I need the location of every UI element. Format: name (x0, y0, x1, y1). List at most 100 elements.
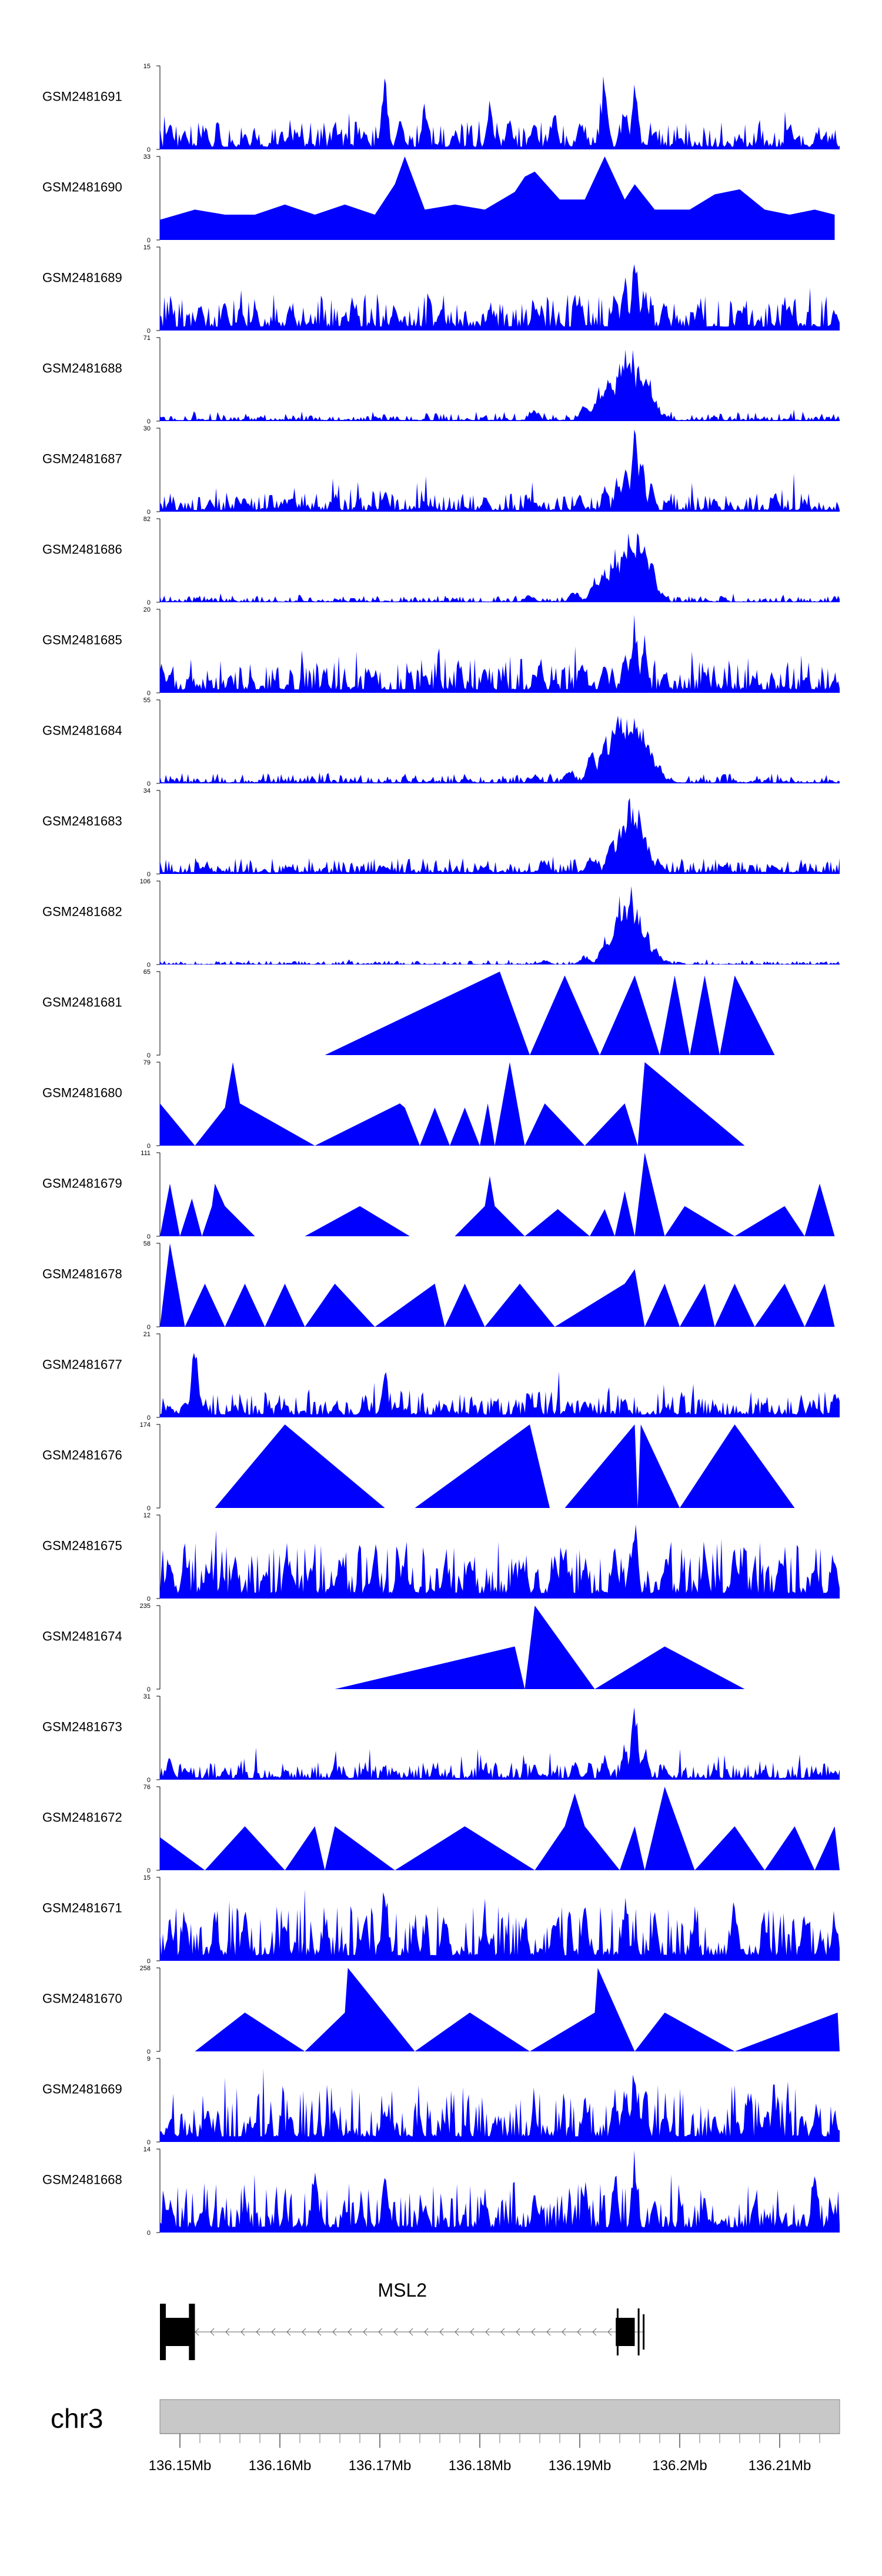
y-tick-label-max: 82 (143, 516, 151, 523)
y-tick-label-max: 15 (143, 63, 151, 70)
track-label: GSM2481680 (42, 1086, 122, 1100)
x-tick-label: 136.2Mb (652, 2458, 707, 2474)
y-tick-label-zero: 0 (147, 1414, 151, 1422)
strand-arrow (393, 2328, 398, 2336)
strand-arrow (225, 2328, 230, 2336)
gene-name: MSL2 (377, 2280, 427, 2301)
y-tick-label-max: 15 (143, 244, 151, 251)
signal-area (160, 1889, 840, 1961)
y-tick-label-zero: 0 (147, 1052, 151, 1059)
y-tick-label-zero: 0 (147, 146, 151, 154)
signal-area (160, 1153, 835, 1236)
signal-area (160, 798, 840, 874)
track-GSM2481690: GSM2481690 33 0 (42, 154, 835, 244)
y-tick-label-zero: 0 (147, 1143, 151, 1150)
gene-exon (616, 2318, 635, 2346)
signal-tracks: GSM2481691150GSM2481690330GSM2481689150G… (42, 63, 840, 2237)
y-tick-label-max: 31 (143, 1693, 151, 1700)
y-tick-label-zero: 0 (147, 1505, 151, 1512)
track-label: GSM2481675 (42, 1539, 122, 1553)
gene-track: MSL2 (160, 2280, 645, 2360)
y-tick-label-max: 71 (143, 335, 151, 342)
y-tick-label-zero: 0 (147, 1777, 151, 1784)
strand-arrow (577, 2328, 582, 2336)
y-tick-label-max: 20 (143, 606, 151, 613)
strand-arrow (332, 2328, 337, 2336)
signal-area (195, 1968, 840, 2051)
signal-area (160, 1524, 840, 1599)
strand-arrow (455, 2328, 459, 2336)
track-GSM2481686: GSM2481686 82 0 (42, 516, 840, 606)
strand-arrow (562, 2328, 566, 2336)
track-label: GSM2481684 (42, 723, 122, 738)
gene-exon (189, 2304, 195, 2360)
track-GSM2481689: GSM2481689 15 0 (42, 244, 840, 335)
track-label: GSM2481682 (42, 905, 122, 919)
signal-area (160, 533, 840, 602)
y-tick-label-max: 65 (143, 969, 151, 976)
track-label: GSM2481669 (42, 2082, 122, 2097)
y-tick-label-max: 34 (143, 788, 151, 795)
x-tick-label: 136.15Mb (149, 2458, 212, 2474)
track-GSM2481674: GSM2481674 235 0 (42, 1603, 745, 1693)
y-tick-label-max: 21 (143, 1331, 151, 1338)
gene-exon (160, 2304, 166, 2360)
y-tick-label-max: 106 (140, 878, 151, 885)
gene-exon (643, 2314, 645, 2350)
y-tick-label-zero: 0 (147, 1958, 151, 1965)
track-label: GSM2481681 (42, 995, 122, 1010)
signal-area (160, 1707, 840, 1780)
strand-arrow (439, 2328, 444, 2336)
track-label: GSM2481690 (42, 180, 122, 195)
y-tick-label-zero: 0 (147, 418, 151, 425)
x-tick-label: 136.16Mb (249, 2458, 312, 2474)
track-label: GSM2481687 (42, 452, 122, 466)
track-GSM2481675: GSM2481675 12 0 (42, 1512, 840, 1603)
track-GSM2481683: GSM2481683 34 0 (42, 788, 840, 878)
strand-arrow (286, 2328, 291, 2336)
chromosome-label: chr3 (51, 2403, 103, 2434)
track-GSM2481672: GSM2481672 76 0 (42, 1784, 840, 1874)
track-label: GSM2481691 (42, 89, 122, 104)
track-GSM2481673: GSM2481673 31 0 (42, 1693, 840, 1784)
strand-arrow (531, 2328, 536, 2336)
x-tick-label: 136.21Mb (749, 2458, 811, 2474)
y-tick-label-zero: 0 (147, 1867, 151, 1874)
y-tick-label-max: 33 (143, 154, 151, 161)
y-tick-label-zero: 0 (147, 509, 151, 516)
track-GSM2481668: GSM2481668 14 0 (42, 2146, 840, 2237)
track-label: GSM2481671 (42, 1901, 122, 1916)
y-tick-label-zero: 0 (147, 1596, 151, 1603)
y-tick-label-zero: 0 (147, 328, 151, 335)
strand-arrow (607, 2328, 612, 2336)
signal-area (160, 1787, 840, 1870)
y-tick-label-zero: 0 (147, 599, 151, 606)
track-GSM2481676: GSM2481676 174 0 (42, 1422, 795, 1512)
track-GSM2481687: GSM2481687 30 0 (42, 425, 840, 516)
strand-arrow (240, 2328, 245, 2336)
strand-arrow (592, 2328, 597, 2336)
track-label: GSM2481686 (42, 542, 122, 557)
signal-area (160, 2150, 840, 2233)
track-label: GSM2481670 (42, 1991, 122, 2006)
y-tick-label-zero: 0 (147, 871, 151, 878)
y-tick-label-zero: 0 (147, 962, 151, 969)
track-GSM2481671: GSM2481671 15 0 (42, 1874, 840, 1965)
track-GSM2481678: GSM2481678 58 0 (42, 1240, 835, 1331)
track-GSM2481680: GSM2481680 79 0 (42, 1059, 745, 1150)
signal-area (160, 715, 840, 783)
strand-arrow (348, 2328, 352, 2336)
gene-exon (616, 2308, 619, 2355)
signal-area (160, 2068, 840, 2142)
strand-arrow (271, 2328, 276, 2336)
track-label: GSM2481674 (42, 1629, 122, 1644)
y-tick-label-max: 111 (141, 1150, 151, 1157)
signal-area (215, 1424, 795, 1508)
strand-arrow (302, 2328, 306, 2336)
x-tick-label: 136.18Mb (449, 2458, 512, 2474)
track-label: GSM2481689 (42, 271, 122, 285)
y-tick-label-max: 15 (143, 1874, 151, 1881)
strand-arrow (424, 2328, 429, 2336)
y-tick-label-max: 30 (143, 425, 151, 432)
